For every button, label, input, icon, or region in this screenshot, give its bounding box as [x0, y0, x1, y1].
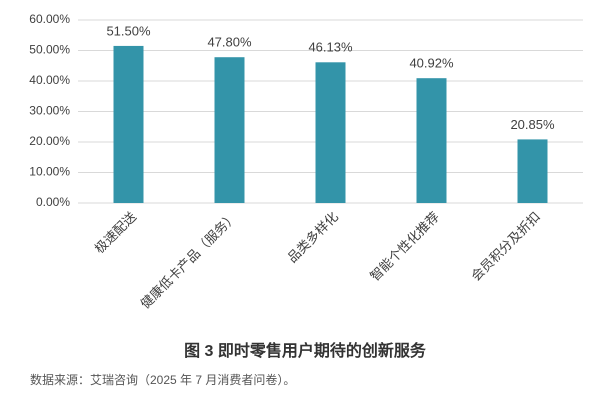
- x-tick-label: 极速配送: [92, 209, 139, 256]
- y-tick-label: 30.00%: [29, 104, 70, 118]
- chart-title: 图 3 即时零售用户期待的创新服务: [184, 341, 427, 360]
- x-tick-label: 品类多样化: [284, 209, 341, 266]
- bar: [113, 45, 144, 203]
- bar: [416, 78, 447, 203]
- x-tick-label: 健康低卡产品（服务）: [138, 209, 241, 312]
- value-label: 20.85%: [510, 117, 555, 132]
- y-tick-label: 40.00%: [29, 73, 70, 87]
- source-note: 数据来源：艾瑞咨询（2025 年 7 月消费者问卷）。: [30, 372, 295, 387]
- bar: [315, 62, 346, 204]
- y-tick-label: 0.00%: [36, 195, 70, 209]
- bar: [517, 139, 548, 203]
- value-label: 46.13%: [308, 40, 353, 55]
- x-tick-label: 智能个性化推荐: [367, 209, 442, 284]
- y-tick-label: 50.00%: [29, 43, 70, 57]
- bar: [214, 57, 245, 204]
- x-tick-label: 会员积分及折扣: [468, 209, 543, 284]
- value-label: 47.80%: [207, 35, 252, 50]
- value-label: 51.50%: [106, 23, 151, 38]
- y-tick-label: 60.00%: [29, 12, 70, 26]
- y-tick-label: 10.00%: [29, 165, 70, 179]
- value-label: 40.92%: [409, 56, 454, 71]
- y-tick-label: 20.00%: [29, 134, 70, 148]
